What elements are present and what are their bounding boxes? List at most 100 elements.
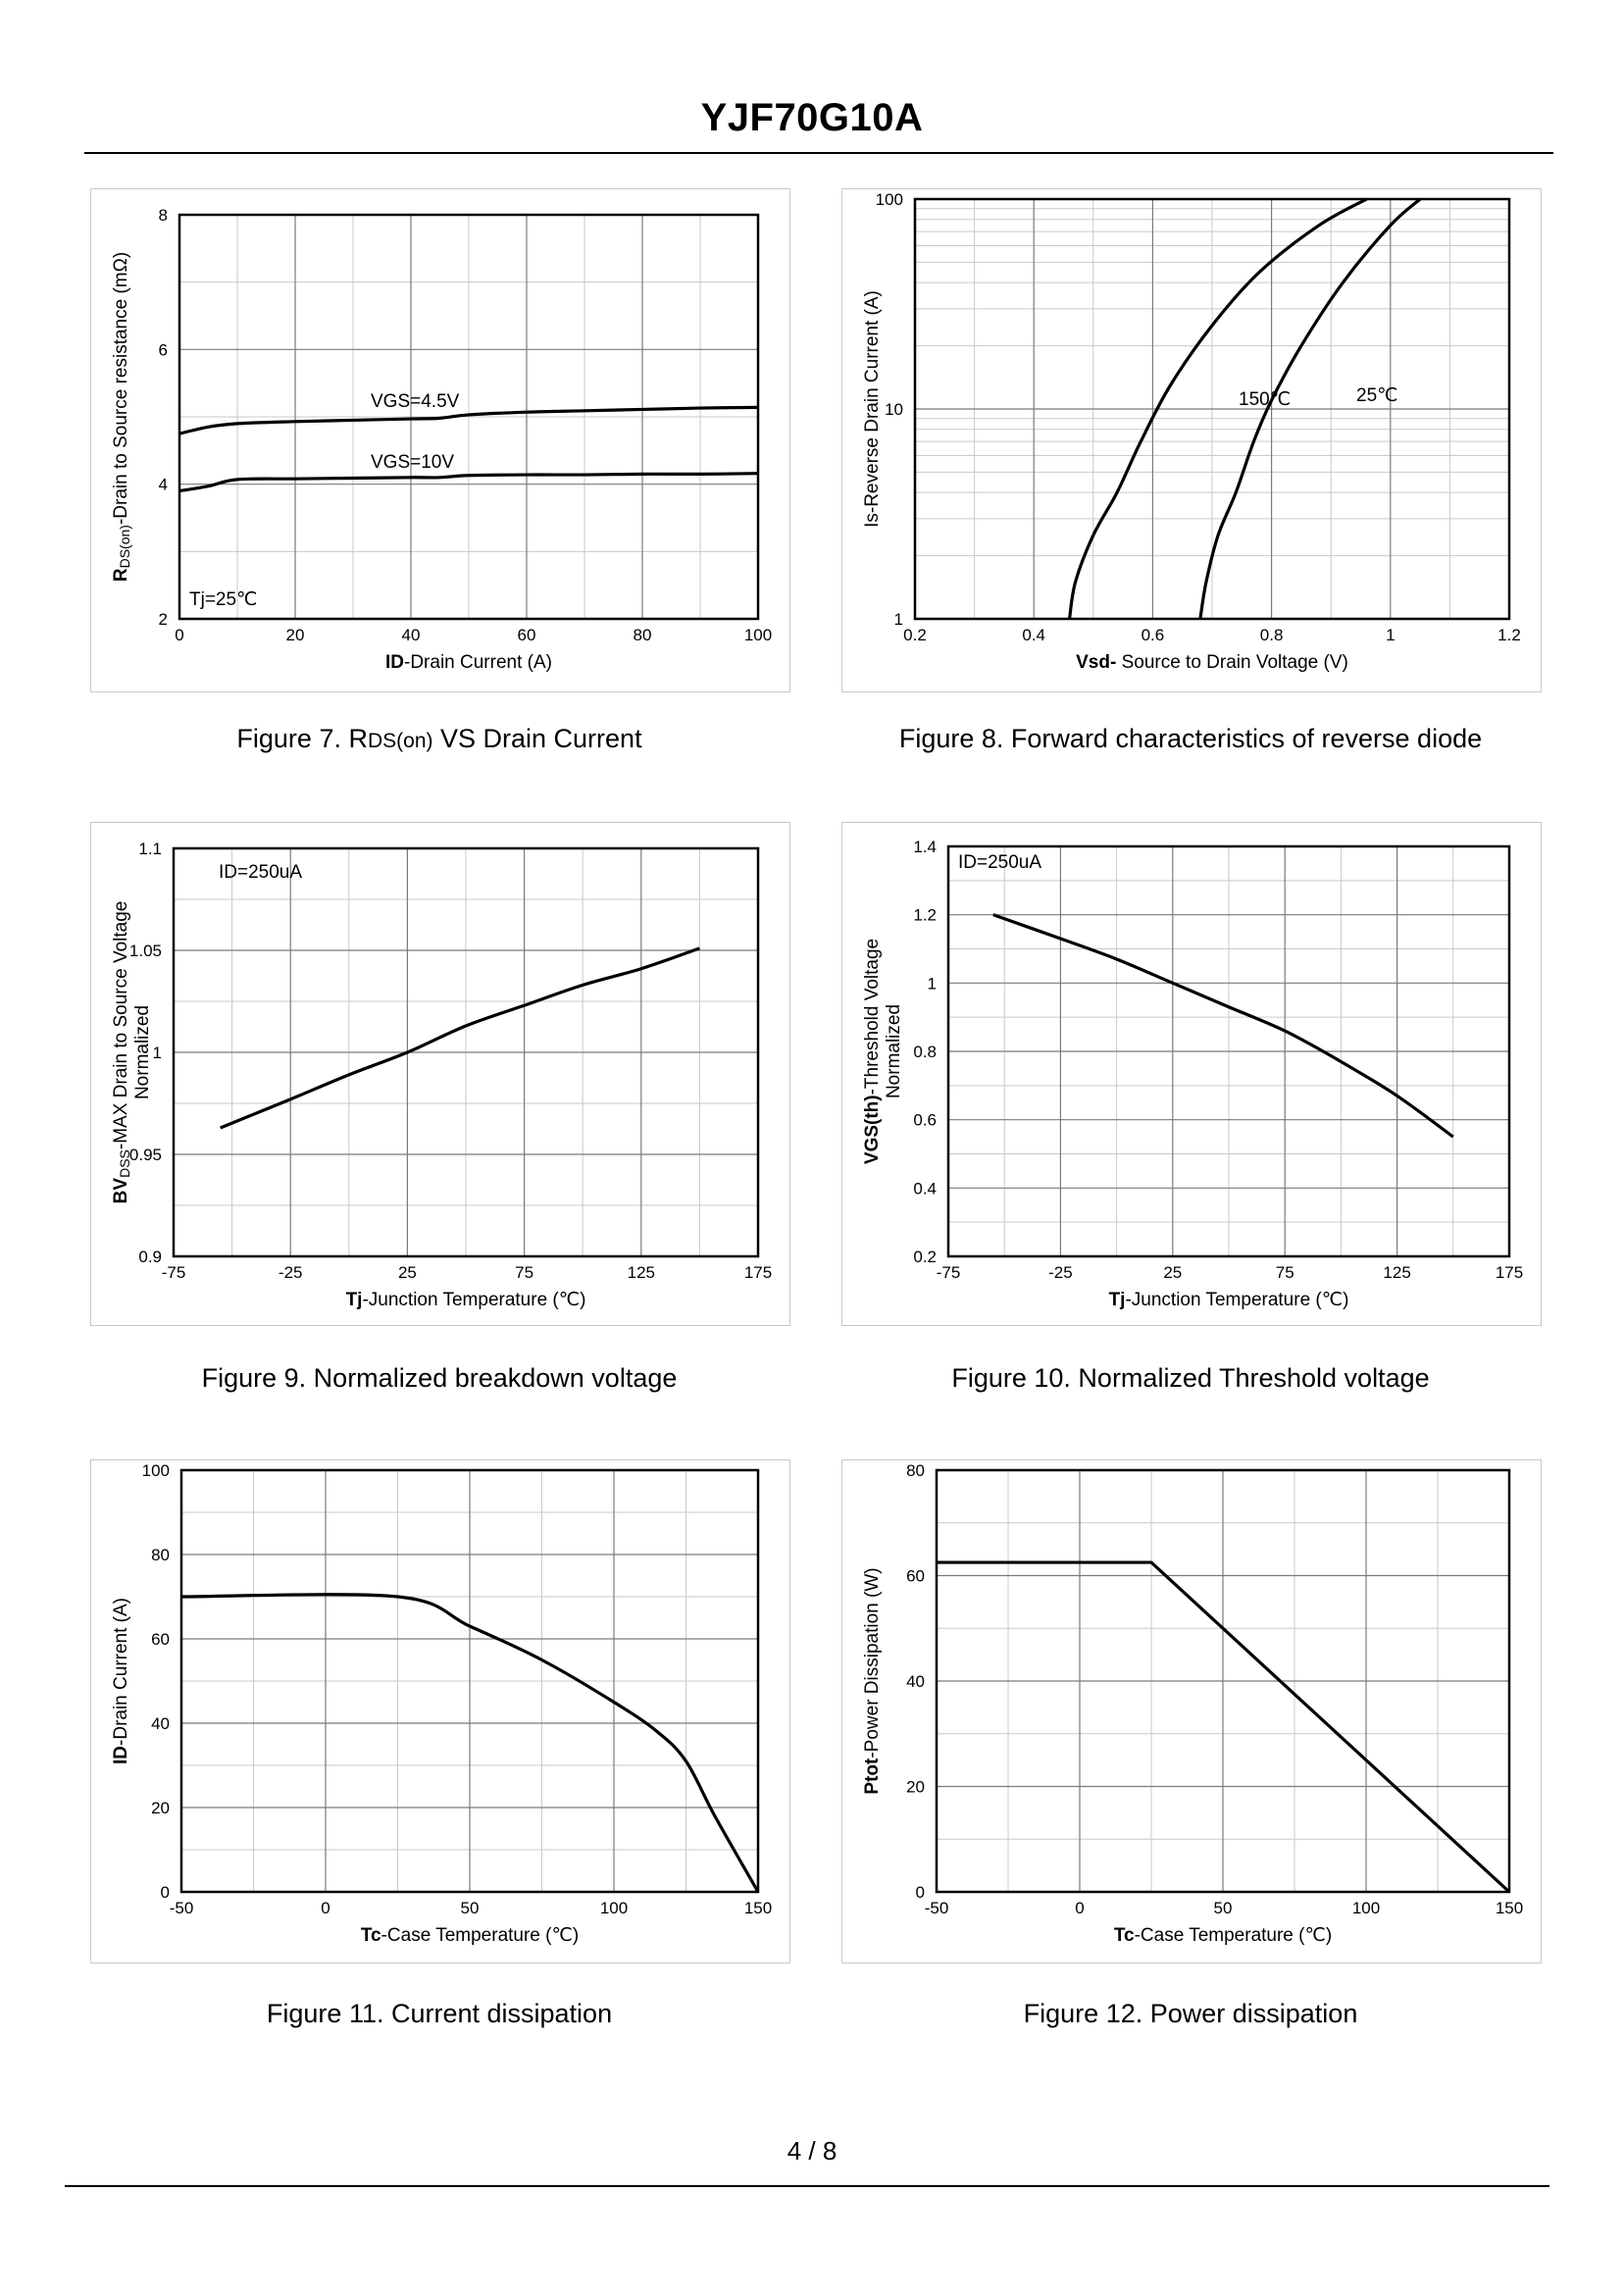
y-tick-label: 0 — [916, 1883, 925, 1902]
fig12-grid — [937, 1470, 1509, 1892]
x-tick-label: 60 — [518, 626, 536, 644]
y-tick-label: 0.2 — [913, 1248, 937, 1266]
y-tick-label: 1.05 — [129, 942, 162, 960]
y-axis-label-text: -Drain to Source resistance (mΩ) — [111, 252, 131, 525]
x-tick-label: 125 — [1383, 1263, 1410, 1282]
y-tick-label: 1.4 — [913, 838, 937, 856]
y-tick-label: 8 — [159, 206, 168, 225]
x-axis-label: Tj-Junction Temperature (℃) — [346, 1290, 586, 1310]
y-tick-label: 1 — [894, 610, 903, 629]
y-axis-label-text: -Power Dissipation (W) — [862, 1567, 883, 1758]
x-tick-label: 100 — [1352, 1899, 1380, 1917]
series-label-1: VGS=4.5V — [371, 391, 460, 412]
chart-annotation: ID=250uA — [219, 862, 302, 883]
x-axis-label-text: -Junction Temperature (℃) — [362, 1290, 585, 1310]
x-tick-label: 50 — [1214, 1899, 1233, 1917]
figure-9-caption: Figure 9. Normalized breakdown voltage — [90, 1363, 788, 1394]
figure-12-panel: -50 0 50 100 150 0 20 40 60 80 Tc-Case Temperature… — [841, 1459, 1542, 1963]
y-axis-label: Is-Reverse Drain Current (A) — [862, 290, 883, 528]
y-tick-label: 4 — [159, 476, 168, 494]
x-axis-label: Tc-Case Temperature (℃) — [361, 1925, 579, 1946]
y-axis-label-text: -Drain Current (A) — [111, 1598, 131, 1746]
y-axis-label: Ptot-Power Dissipation (W) — [862, 1567, 883, 1794]
x-tick-label: 150 — [1496, 1899, 1523, 1917]
series-label-2: VGS=10V — [371, 452, 454, 473]
x-tick-label: 0 — [1075, 1899, 1084, 1917]
x-axis-label-text: -Case Temperature (℃) — [1135, 1925, 1333, 1946]
y-tick-label: 80 — [906, 1461, 925, 1480]
header-rule — [84, 152, 1553, 154]
figure-11-panel: -50 0 50 100 150 0 20 40 60 80 100 Tc-Case Temperat… — [90, 1459, 790, 1963]
x-tick-label: 0 — [321, 1899, 330, 1917]
x-tick-label: -75 — [162, 1263, 186, 1282]
x-tick-label: 0 — [175, 626, 183, 644]
y-tick-label: 0 — [161, 1883, 170, 1902]
series-label-2: 25℃ — [1356, 385, 1397, 406]
x-tick-label: 25 — [1163, 1263, 1182, 1282]
y-axis-label-text: -Threshold Voltage — [862, 939, 883, 1096]
figure-7-panel: 0 20 40 60 80 100 2 4 6 8 ID-Drain Current (A) RDS(… — [90, 188, 790, 692]
x-tick-label: 125 — [628, 1263, 655, 1282]
y-tick-label: 2 — [159, 610, 168, 629]
figure-12-caption: Figure 12. Power dissipation — [841, 1999, 1540, 2029]
y-tick-label: 40 — [151, 1714, 170, 1733]
x-axis-label-text: Source to Drain Voltage (V) — [1116, 652, 1348, 673]
y-axis-label-bold: Ptot — [862, 1758, 883, 1795]
y-axis-label: VGS(th)-Threshold Voltage — [862, 939, 883, 1164]
figure-10-caption: Figure 10. Normalized Threshold voltage — [841, 1363, 1540, 1394]
y-axis-label-sub: DSS — [117, 1149, 132, 1178]
figure-8-panel: 0.2 0.4 0.6 0.8 1 1.2 1 10 100 Vsd- Source to Dra… — [841, 188, 1542, 692]
y-axis-label: RDS(on)-Drain to Source resistance (mΩ) — [111, 252, 132, 582]
y-tick-label: 0.4 — [913, 1179, 937, 1198]
footer-rule — [65, 2185, 1549, 2187]
x-tick-label: 175 — [744, 1263, 772, 1282]
x-tick-label: 40 — [402, 626, 421, 644]
y-tick-label: 1 — [153, 1044, 162, 1062]
figure-8-chart: 0.2 0.4 0.6 0.8 1 1.2110100Vsd- Source to Dra… — [842, 189, 1541, 691]
x-tick-label: 0.2 — [903, 626, 927, 644]
x-tick-label: 150 — [744, 1899, 772, 1917]
x-axis-label-text: -Junction Temperature (℃) — [1125, 1290, 1348, 1310]
y-axis-label-sub: DS(on) — [117, 525, 132, 568]
x-tick-label: 175 — [1496, 1263, 1523, 1282]
y-tick-label: 40 — [906, 1672, 925, 1691]
x-tick-label: 0.4 — [1022, 626, 1045, 644]
y-tick-label: 0.9 — [138, 1248, 162, 1266]
y-tick-label: 0.95 — [129, 1146, 162, 1164]
x-axis-label: Tc-Case Temperature (℃) — [1114, 1925, 1332, 1946]
page-number: 4 / 8 — [0, 2136, 1624, 2167]
x-axis-label-bold: ID — [385, 652, 404, 673]
chart-annotation: ID=250uA — [958, 852, 1041, 873]
x-tick-label: 75 — [515, 1263, 533, 1282]
x-tick-label: 0.8 — [1260, 626, 1284, 644]
y-tick-label: 100 — [142, 1461, 170, 1480]
figure-11-caption: Figure 11. Current dissipation — [90, 1999, 788, 2029]
x-axis-label: Tj-Junction Temperature (℃) — [1109, 1290, 1349, 1310]
fig11-grid — [181, 1470, 758, 1892]
y-tick-label: 20 — [151, 1799, 170, 1817]
x-tick-label: 50 — [461, 1899, 480, 1917]
fig10-grid — [948, 846, 1509, 1256]
y-axis-label: ID-Drain Current (A) — [111, 1598, 131, 1764]
y-tick-label: 80 — [151, 1546, 170, 1564]
x-tick-label: 1.2 — [1497, 626, 1521, 644]
figure-8-caption: Figure 8. Forward characteristics of rev… — [841, 724, 1540, 754]
x-axis-label-text: -Drain Current (A) — [404, 652, 552, 673]
x-axis-label-bold: Tj — [1109, 1290, 1126, 1310]
figure-7-caption-prefix: Figure 7. R — [236, 724, 368, 753]
figure-7-chart: 0 20 40 60 80 100 2 4 6 8 ID-Drain Current (A) RDS(… — [91, 189, 789, 691]
y-axis-label: BVDSS-MAX Drain to Source Voltage — [111, 901, 132, 1204]
document-title: YJF70G10A — [0, 96, 1624, 140]
y-axis-label-bold: VGS(th) — [862, 1095, 883, 1164]
y-tick-label: 0.6 — [913, 1111, 937, 1130]
x-tick-label: 100 — [744, 626, 772, 644]
figure-10-chart: -75 -25 25 75 125 175 0.2 0.4 0.6 0.8 1 1.2 1.4 Tj-Ju… — [842, 823, 1541, 1325]
x-axis-label-text: -Case Temperature (℃) — [381, 1925, 580, 1946]
y-axis-label-2: Normalized — [884, 1004, 904, 1098]
x-tick-label: 20 — [286, 626, 305, 644]
y-tick-label: 20 — [906, 1778, 925, 1797]
x-tick-label: -25 — [279, 1263, 303, 1282]
y-tick-label: 10 — [885, 400, 903, 419]
figure-9-chart: -75 -25 25 75 125 175 0.9 0.95 1 1.05 1.1 Tj-Juncti… — [91, 823, 789, 1325]
